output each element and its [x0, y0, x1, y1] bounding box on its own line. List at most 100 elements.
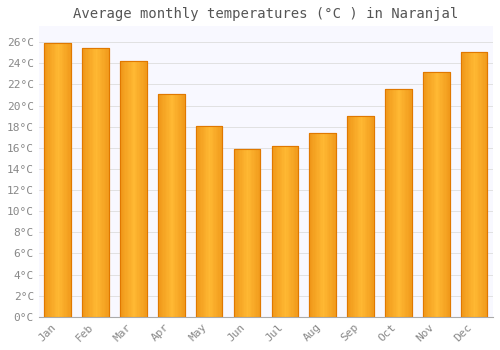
Bar — [473, 52, 474, 317]
Bar — [120, 61, 146, 317]
Bar — [205, 126, 206, 317]
Bar — [131, 61, 132, 317]
Bar — [385, 89, 386, 317]
Bar — [182, 94, 183, 317]
Bar — [68, 43, 70, 317]
Bar — [293, 146, 294, 317]
Bar — [166, 94, 168, 317]
Bar — [314, 133, 315, 317]
Bar — [44, 43, 71, 317]
Bar — [464, 52, 465, 317]
Bar — [280, 146, 281, 317]
Bar — [256, 149, 258, 317]
Bar — [134, 61, 135, 317]
Bar — [394, 89, 396, 317]
Bar — [120, 61, 122, 317]
Bar — [294, 146, 296, 317]
Bar — [435, 72, 436, 317]
Bar — [431, 72, 432, 317]
Bar — [461, 52, 487, 317]
Bar — [404, 89, 405, 317]
Bar — [282, 146, 284, 317]
Title: Average monthly temperatures (°C ) in Naranjal: Average monthly temperatures (°C ) in Na… — [74, 7, 458, 21]
Bar — [98, 48, 100, 317]
Bar — [84, 48, 85, 317]
Bar — [106, 48, 108, 317]
Bar — [322, 133, 324, 317]
Bar — [330, 133, 332, 317]
Bar — [315, 133, 316, 317]
Bar — [213, 126, 214, 317]
Bar — [292, 146, 293, 317]
Bar — [59, 43, 60, 317]
Bar — [94, 48, 96, 317]
Bar — [138, 61, 140, 317]
Bar — [285, 146, 286, 317]
Bar — [310, 133, 336, 317]
Bar — [162, 94, 164, 317]
Bar — [358, 116, 359, 317]
Bar — [405, 89, 406, 317]
Bar — [100, 48, 101, 317]
Bar — [440, 72, 442, 317]
Bar — [239, 149, 240, 317]
Bar — [124, 61, 126, 317]
Bar — [60, 43, 62, 317]
Bar — [122, 61, 123, 317]
Bar — [334, 133, 336, 317]
Bar — [176, 94, 178, 317]
Bar — [135, 61, 136, 317]
Bar — [236, 149, 238, 317]
Bar — [259, 149, 260, 317]
Bar — [96, 48, 97, 317]
Bar — [202, 126, 204, 317]
Bar — [214, 126, 216, 317]
Bar — [408, 89, 409, 317]
Bar — [410, 89, 412, 317]
Bar — [128, 61, 130, 317]
Bar — [392, 89, 393, 317]
Bar — [312, 133, 314, 317]
Bar — [482, 52, 484, 317]
Bar — [132, 61, 134, 317]
Bar — [174, 94, 176, 317]
Bar — [439, 72, 440, 317]
Bar — [423, 72, 450, 317]
Bar — [438, 72, 439, 317]
Bar — [93, 48, 94, 317]
Bar — [278, 146, 280, 317]
Bar — [481, 52, 482, 317]
Bar — [218, 126, 220, 317]
Bar — [221, 126, 222, 317]
Bar — [52, 43, 54, 317]
Bar — [272, 146, 298, 317]
Bar — [120, 61, 146, 317]
Bar — [247, 149, 248, 317]
Bar — [352, 116, 354, 317]
Bar — [196, 126, 222, 317]
Bar — [426, 72, 427, 317]
Bar — [432, 72, 434, 317]
Bar — [64, 43, 66, 317]
Bar — [144, 61, 146, 317]
Bar — [354, 116, 356, 317]
Bar — [356, 116, 358, 317]
Bar — [484, 52, 486, 317]
Bar — [274, 146, 276, 317]
Bar — [240, 149, 242, 317]
Bar — [448, 72, 450, 317]
Bar — [244, 149, 246, 317]
Bar — [204, 126, 205, 317]
Bar — [318, 133, 320, 317]
Bar — [255, 149, 256, 317]
Bar — [350, 116, 352, 317]
Bar — [104, 48, 105, 317]
Bar — [101, 48, 102, 317]
Bar — [88, 48, 89, 317]
Bar — [288, 146, 289, 317]
Bar — [430, 72, 431, 317]
Bar — [252, 149, 254, 317]
Bar — [385, 89, 411, 317]
Bar — [63, 43, 64, 317]
Bar — [286, 146, 288, 317]
